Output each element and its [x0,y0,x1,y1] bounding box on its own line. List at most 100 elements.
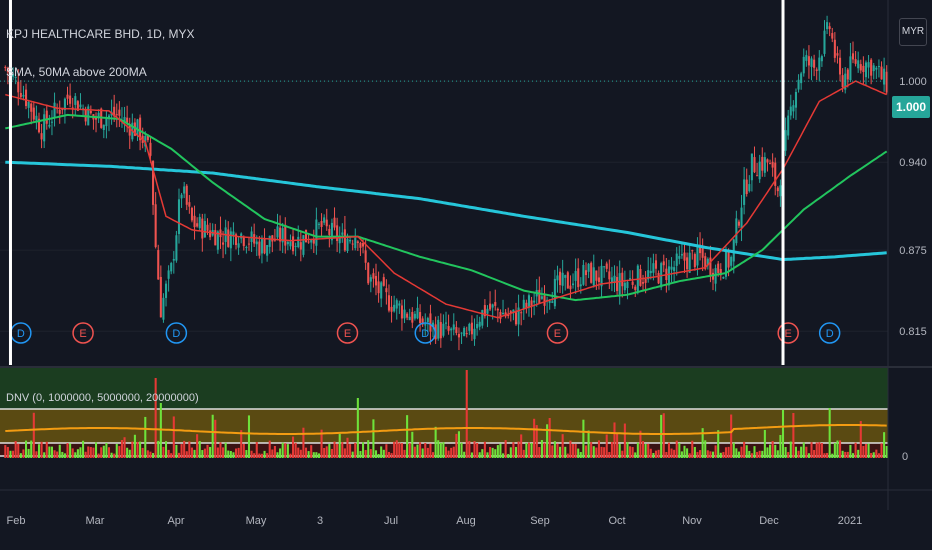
candle-body [66,94,69,99]
candle [426,316,429,333]
candle-body [784,130,787,151]
sma-fast-line [5,80,887,319]
candle-body [634,286,637,290]
candle [40,123,43,149]
y-tick-label: 0.815 [899,326,927,338]
volume-bar [273,446,276,458]
candle [382,273,385,287]
volume-bar [113,453,116,458]
volume-bar [258,453,261,458]
candle-body [566,272,569,289]
dividend-marker: D [818,322,841,344]
candle [836,46,839,64]
candle-body [649,270,652,274]
volume-bar [144,416,147,458]
candle [553,269,556,310]
candle-body [390,306,393,312]
candle-body [823,30,826,54]
candle-body [289,241,292,247]
volume-bar [880,443,883,458]
candle [333,207,336,231]
candle-body [209,230,212,238]
candle [14,69,17,85]
candle [310,238,313,250]
candle [877,59,880,78]
candle-body [463,327,466,337]
volume-bar [128,449,131,458]
candle-body [559,271,562,286]
candle-body [413,313,416,319]
volume-bar [787,452,790,458]
candle [501,299,505,315]
volume-bar [45,441,48,458]
volume-bar [823,453,826,458]
candle-body [146,135,149,141]
volume-bar [540,440,543,458]
candle [408,308,411,321]
candle-body [222,242,225,245]
candle-body [787,115,790,136]
volume-bar [476,442,479,458]
volume-bar [133,434,136,458]
candle [613,265,616,293]
volume-bar [63,453,66,458]
candle [722,276,725,279]
volume-bar [761,450,764,458]
candle [390,295,393,323]
volume-bar [639,430,642,458]
volume-bar [94,442,98,458]
candle-body [675,253,678,266]
candle [756,162,759,177]
volume-bar [618,443,621,458]
candle [406,312,409,321]
candle-body [831,33,834,39]
candle-body [69,95,72,104]
dividend-marker-letter: D [172,328,180,340]
volume-bar [701,428,704,458]
volume-bar [750,453,753,458]
candle-body [779,185,782,197]
candle-body [839,57,842,75]
candle [317,222,321,230]
candle [260,235,263,264]
candle-body [292,236,295,252]
volume-bar [105,442,108,458]
volume-bar [157,440,160,458]
candle [214,223,217,246]
candle [654,253,658,276]
candle-body [372,273,375,279]
volume-bar [597,440,600,458]
candle [343,215,346,252]
candle-body [608,271,611,280]
volume-bar [507,453,510,458]
x-tick-label: Oct [608,515,625,527]
candle [175,230,178,263]
volume-bar [131,441,134,458]
candle [538,276,541,304]
volume-bar [735,448,738,458]
candle-body [180,194,183,199]
candle-body [79,104,82,108]
candle-body [188,202,191,207]
volume-bar [489,446,492,458]
volume-bar [102,445,105,458]
currency-button[interactable]: MYR [899,18,927,46]
candle-body [766,159,769,163]
candle-body [159,276,162,318]
volume-bar [675,440,678,458]
volume-bar [636,442,639,458]
candle [170,261,173,275]
candle [403,299,406,324]
candle-body [380,282,383,299]
candle [763,152,766,177]
candle [276,213,279,241]
volume-bar [224,442,227,458]
volume-bar [543,442,546,458]
candle-body [706,258,709,266]
candle [711,268,715,291]
candle-body [328,228,331,235]
volume-bar [530,443,533,458]
candle-body [699,244,702,254]
volume-bar [234,448,238,458]
